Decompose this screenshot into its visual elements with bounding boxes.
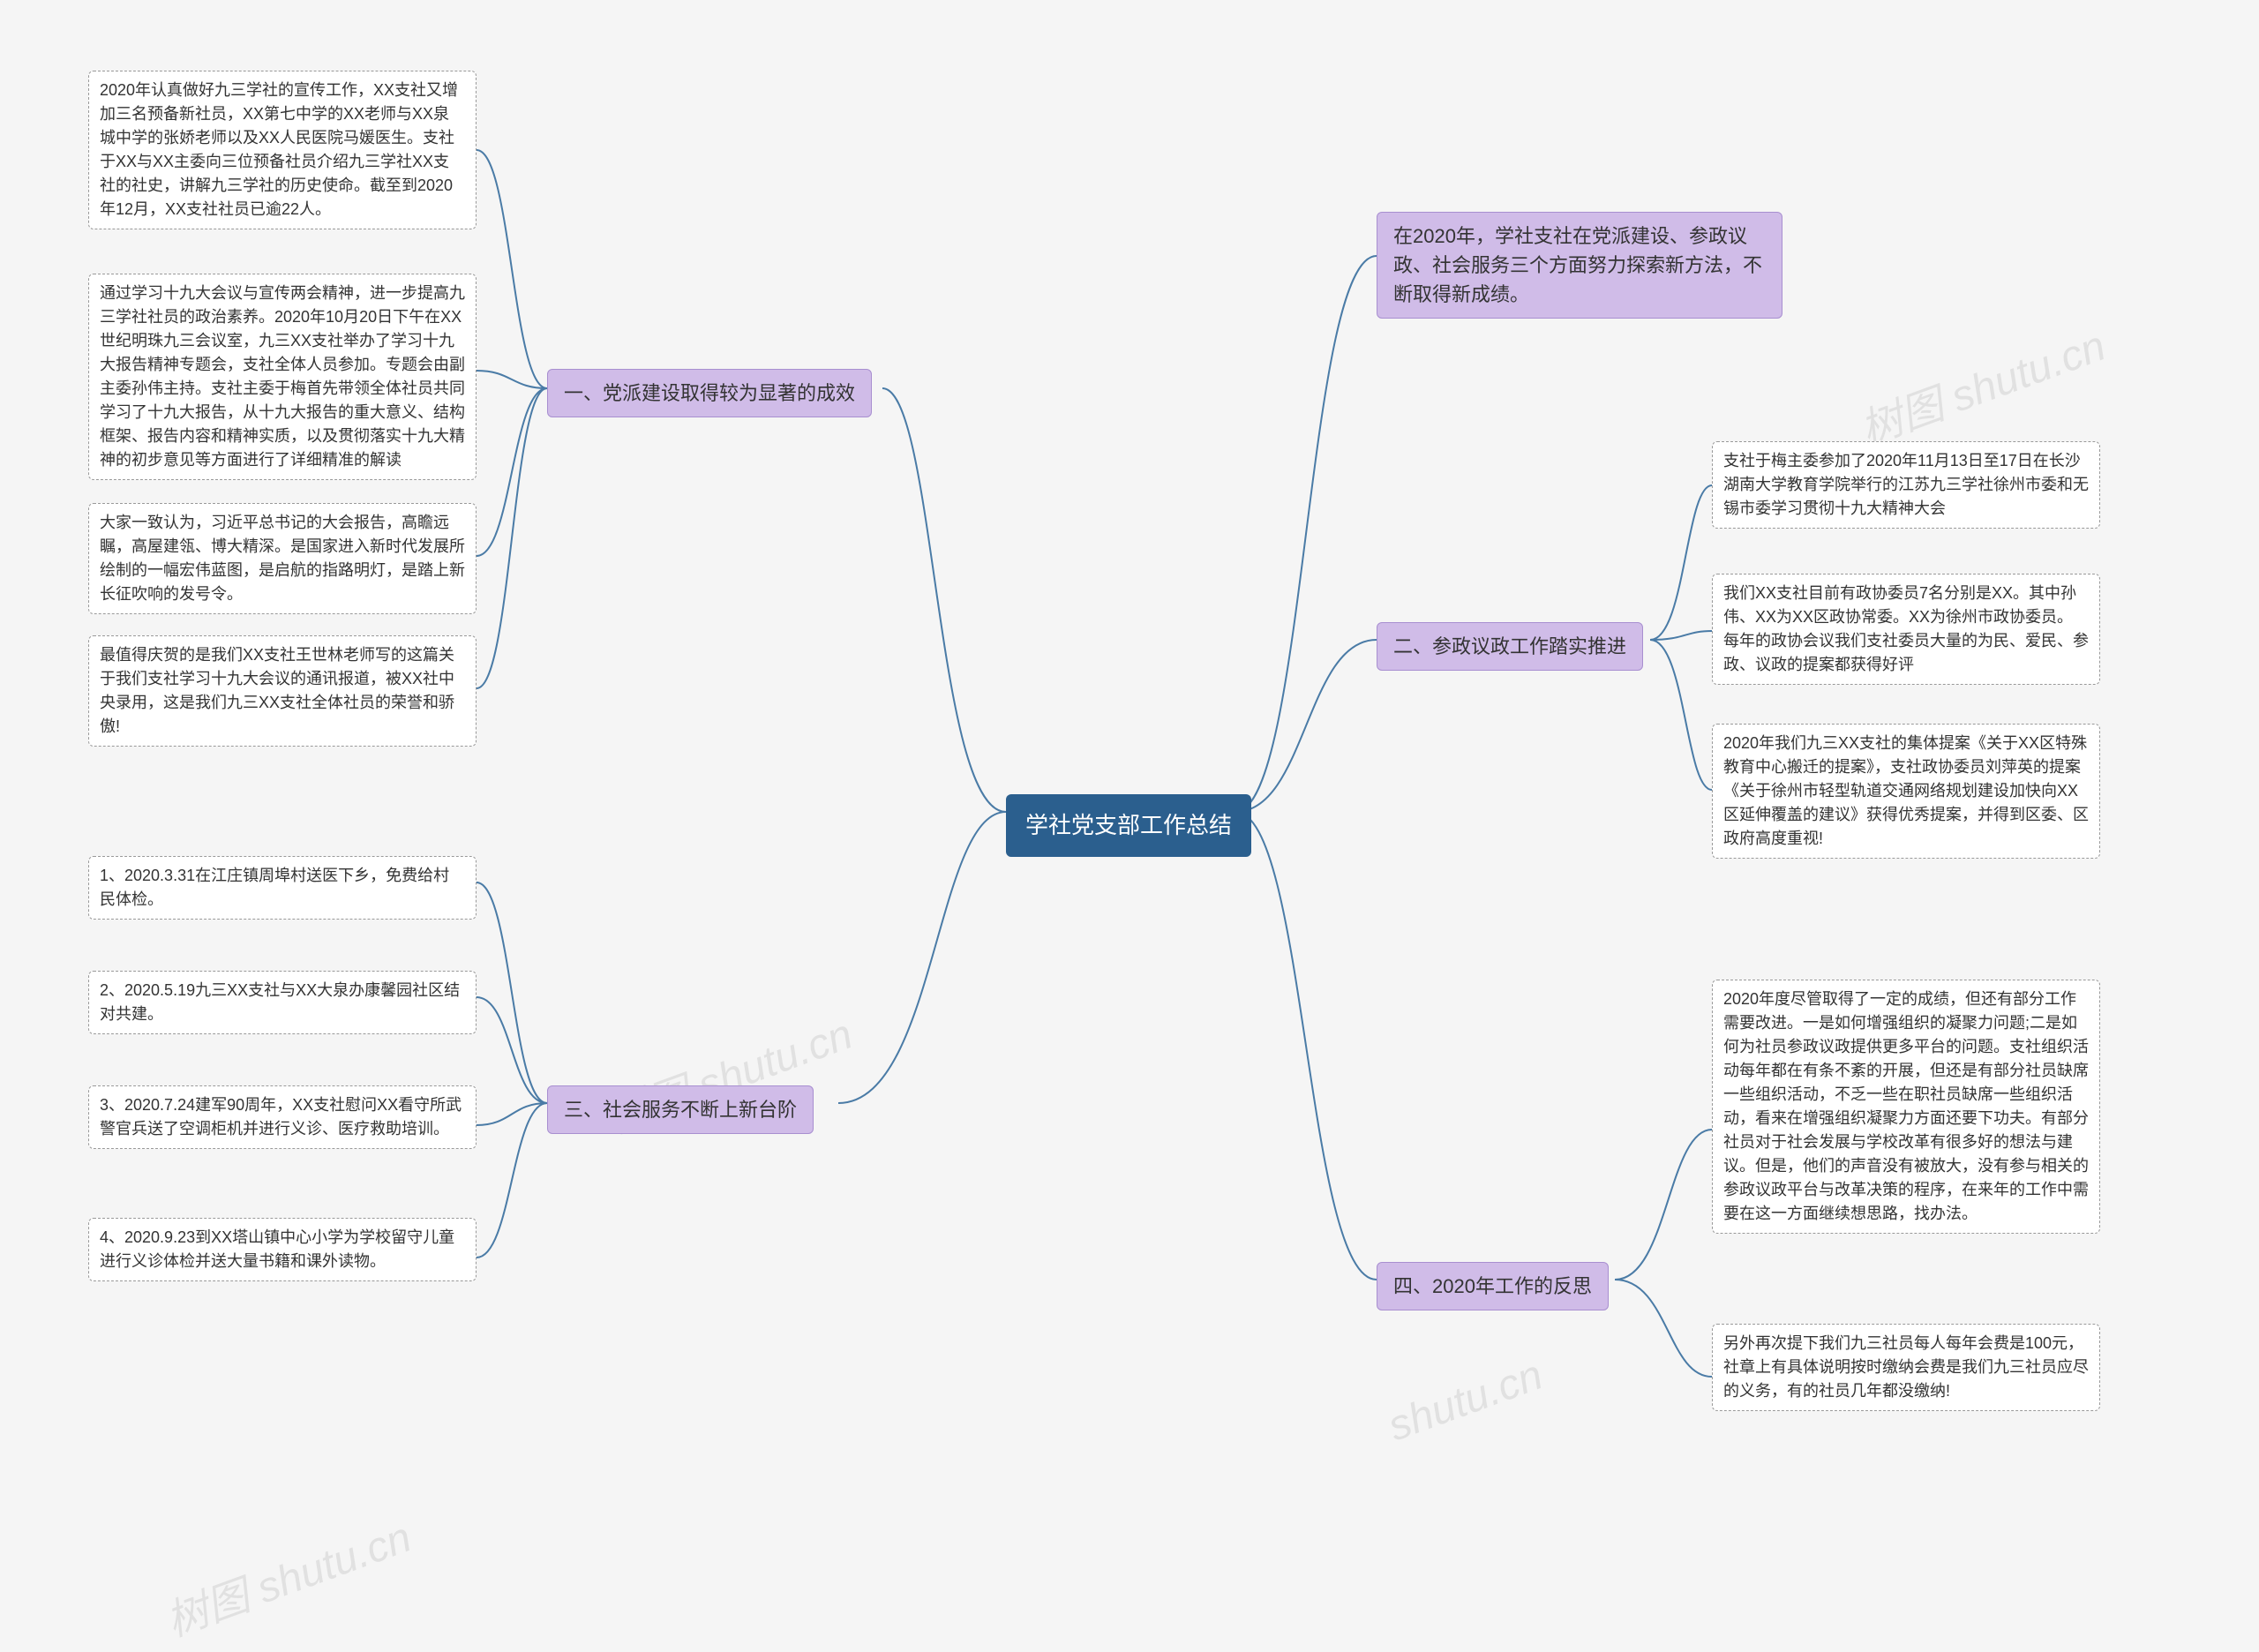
- leaf-node[interactable]: 2020年度尽管取得了一定的成绩，但还有部分工作需要改进。一是如何增强组织的凝聚…: [1712, 980, 2100, 1234]
- leaf-node[interactable]: 2、2020.5.19九三XX支社与XX大泉办康馨园社区结对共建。: [88, 971, 477, 1034]
- leaf-node[interactable]: 通过学习十九大会议与宣传两会精神，进一步提高九三学社社员的政治素养。2020年1…: [88, 274, 477, 480]
- leaf-node[interactable]: 3、2020.7.24建军90周年，XX支社慰问XX看守所武警官兵送了空调柜机并…: [88, 1085, 477, 1149]
- leaf-node[interactable]: 我们XX支社目前有政协委员7名分别是XX。其中孙伟、XX为XX区政协常委。XX为…: [1712, 574, 2100, 685]
- center-node[interactable]: 学社党支部工作总结: [1006, 794, 1251, 857]
- leaf-node[interactable]: 2020年我们九三XX支社的集体提案《关于XX区特殊教育中心搬迁的提案》，支社政…: [1712, 724, 2100, 859]
- leaf-node[interactable]: 大家一致认为，习近平总书记的大会报告，高瞻远瞩，高屋建瓴、博大精深。是国家进入新…: [88, 503, 477, 614]
- watermark: 树图 shutu.cn: [156, 1502, 418, 1648]
- watermark: shutu.cn: [1382, 1351, 1549, 1452]
- branch-node-4[interactable]: 四、2020年工作的反思: [1377, 1262, 1609, 1310]
- leaf-node[interactable]: 2020年认真做好九三学社的宣传工作，XX支社又增加三名预备新社员，XX第七中学…: [88, 71, 477, 229]
- mindmap-root: 树图 shutu.cn 树图 shutu.cn shutu.cn 树图 shut…: [0, 0, 2259, 1652]
- branch-node-3[interactable]: 三、社会服务不断上新台阶: [547, 1085, 814, 1134]
- leaf-node[interactable]: 4、2020.9.23到XX塔山镇中心小学为学校留守儿童进行义诊体检并送大量书籍…: [88, 1218, 477, 1281]
- leaf-node[interactable]: 另外再次提下我们九三社员每人每年会费是100元，社章上有具体说明按时缴纳会费是我…: [1712, 1324, 2100, 1411]
- leaf-node[interactable]: 最值得庆贺的是我们XX支社王世林老师写的这篇关于我们支社学习十九大会议的通讯报道…: [88, 635, 477, 747]
- leaf-node[interactable]: 支社于梅主委参加了2020年11月13日至17日在长沙湖南大学教育学院举行的江苏…: [1712, 441, 2100, 529]
- intro-node[interactable]: 在2020年，学社支社在党派建设、参政议政、社会服务三个方面努力探索新方法，不断…: [1377, 212, 1782, 319]
- branch-node-1[interactable]: 一、党派建设取得较为显著的成效: [547, 369, 872, 417]
- leaf-node[interactable]: 1、2020.3.31在江庄镇周埠村送医下乡，免费给村民体检。: [88, 856, 477, 920]
- watermark: 树图 shutu.cn: [1850, 311, 2113, 456]
- branch-node-2[interactable]: 二、参政议政工作踏实推进: [1377, 622, 1643, 671]
